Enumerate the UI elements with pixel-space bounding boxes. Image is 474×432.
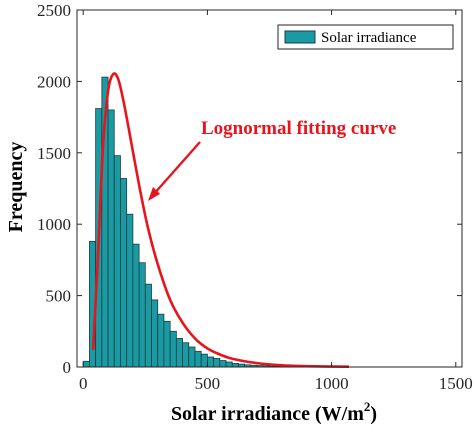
- histogram-bar: [207, 356, 215, 368]
- histogram-bars: [82, 76, 351, 368]
- histogram-bar: [169, 330, 177, 368]
- fit-curve-annotation: Lognormal fitting curve: [148, 118, 396, 201]
- plot-frame: [76, 9, 463, 368]
- x-tick-label: 500: [195, 374, 221, 393]
- y-axis-label: Frequency: [5, 142, 27, 233]
- histogram-bar: [231, 363, 239, 368]
- histogram-bar: [113, 155, 121, 368]
- legend-swatch: [284, 30, 316, 44]
- histogram-bar: [132, 243, 140, 368]
- annotation-text: Lognormal fitting curve: [201, 118, 396, 139]
- histogram-bar: [225, 361, 233, 368]
- histogram-bar: [144, 283, 152, 368]
- histogram-bar: [188, 346, 196, 368]
- x-tick-label: 0: [79, 374, 88, 393]
- histogram-bar: [82, 360, 90, 368]
- y-tick-label: 2000: [37, 72, 71, 91]
- legend: Solar irradiance: [277, 24, 454, 50]
- y-tick-label: 500: [46, 287, 72, 306]
- histogram-bar: [163, 320, 171, 368]
- lognormal-fit-curve: [91, 72, 349, 369]
- y-tick-label: 1500: [37, 144, 71, 163]
- y-tick-label: 1000: [37, 215, 71, 234]
- x-tick-label: 1500: [439, 374, 473, 393]
- x-axis-label-superscript: 2: [364, 399, 371, 414]
- histogram-bar: [126, 213, 134, 368]
- histogram-bar: [138, 262, 146, 368]
- histogram-bar: [200, 353, 208, 368]
- x-axis-label-close: ): [370, 403, 377, 425]
- histogram-bar: [157, 313, 165, 368]
- histogram-bar: [219, 360, 227, 368]
- y-tick-label: 2500: [37, 1, 71, 20]
- histogram-bar: [194, 350, 202, 368]
- y-axis-ticks: 0 500 1000 1500 2000 2500: [37, 1, 462, 377]
- histogram-bar: [213, 358, 221, 368]
- annotation-arrow: [152, 141, 201, 196]
- y-tick-label: 0: [63, 358, 72, 377]
- histogram-bar: [151, 299, 159, 368]
- histogram-bar: [120, 178, 128, 368]
- x-axis-ticks: 0 500 1000 1500: [79, 10, 473, 393]
- histogram-bar: [175, 338, 183, 368]
- histogram-bar: [182, 342, 190, 368]
- x-axis-label: Solar irradiance (W/m2): [171, 399, 377, 425]
- x-tick-label: 1000: [315, 374, 349, 393]
- legend-label: Solar irradiance: [321, 30, 417, 46]
- annotation-arrow-head: [148, 187, 160, 201]
- histogram-bar: [107, 109, 115, 368]
